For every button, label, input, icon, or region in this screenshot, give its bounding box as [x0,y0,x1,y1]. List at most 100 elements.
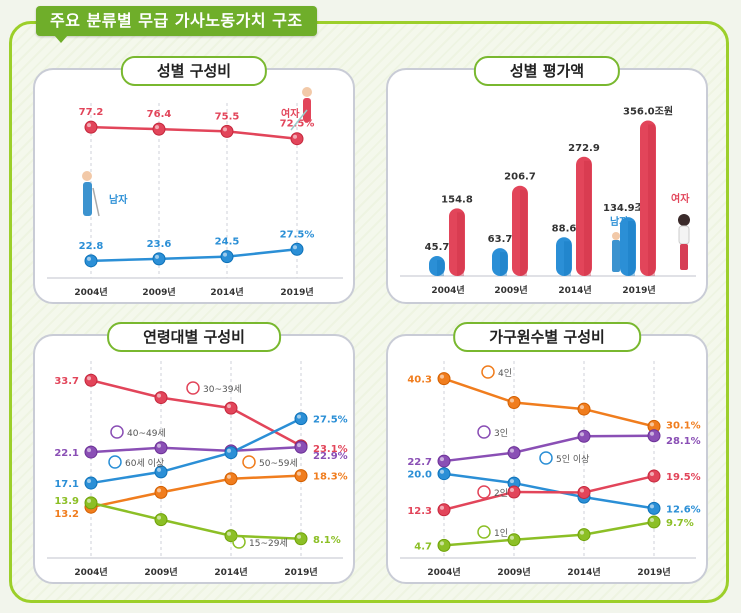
data-point-highlight [227,474,231,479]
data-point-highlight [87,376,91,381]
data-point [507,446,521,460]
woman-body-icon [678,225,690,245]
person-icon [110,425,124,439]
bar [429,256,445,276]
data-label: 27.5% [313,415,348,426]
data-point-highlight [297,414,301,419]
data-point [290,242,304,256]
data-label: 22.7 [407,457,432,468]
data-label: 8.1% [313,535,341,546]
data-label: 9.7% [666,518,694,529]
bar [492,248,508,276]
person-icon [477,425,491,439]
data-point [437,538,451,552]
series-name-label: 2인 [494,488,508,499]
bar-shade [628,221,635,276]
data-point [577,402,591,416]
data-point-highlight [87,479,91,484]
data-point-highlight [157,467,161,472]
data-point [154,485,168,499]
man-body-icon [612,240,620,272]
person-icon [477,485,491,499]
data-label: 20.0 [407,470,432,481]
data-point-highlight [87,256,91,261]
data-label: 77.2 [79,107,104,118]
x-tick-label: 2014년 [558,284,591,296]
gender-value-chart: 2004년 2009년 2014년 2019년45.763.788.6134.9조원1… [400,104,696,296]
data-point-highlight [580,432,584,437]
data-point-highlight [157,443,161,448]
series-name-label: 4인 [498,368,512,379]
x-tick-label: 2004년 [427,566,460,578]
data-point-highlight [650,431,654,436]
data-point [507,396,521,410]
x-tick-label: 2019년 [284,566,317,578]
data-label: 75.5 [215,111,240,122]
data-point [84,476,98,490]
x-tick-label: 2004년 [431,284,464,296]
x-tick-label: 2009년 [144,566,177,578]
data-point-highlight [440,469,444,474]
bar-value-label: 45.7 [425,242,450,253]
bar-shade [457,212,464,276]
series-name-label: 50~59세 [259,458,298,469]
data-label: 24.5 [215,237,240,248]
data-point [84,120,98,134]
data-label: 19.5% [666,472,701,483]
data-point-highlight [650,472,654,477]
data-point-highlight [227,448,231,453]
data-label: 33.7 [54,376,79,387]
bar-shade [520,189,527,276]
data-point [437,454,451,468]
bar [556,237,572,276]
data-point-highlight [580,488,584,493]
data-point [224,472,238,486]
person-icon [108,455,122,469]
data-point [152,122,166,136]
data-point [152,252,166,266]
mop-icon [290,109,308,131]
x-tick-label: 2014년 [214,566,247,578]
data-label: 23.1% [313,444,348,455]
panel-gender-share: 성별 구성비 2004년 2009년 2014년 2019년 77.2 76.4 75.5 7… [33,56,355,304]
data-point [154,391,168,405]
person-icon [242,455,256,469]
data-label: 22.8 [79,241,104,252]
series-name-label: 60세 이상 [125,458,164,469]
data-point-highlight [227,404,231,409]
x-tick-label: 2019년 [280,286,313,298]
person-icon [539,451,553,465]
data-point-highlight [580,405,584,410]
data-label: 23.6 [147,239,172,250]
series-name-female: 여자 [281,107,300,120]
data-label: 30.1% [666,420,701,431]
data-point [507,485,521,499]
series-name-male: 남자 [610,215,629,228]
data-point-highlight [580,530,584,535]
data-label: 22.9% [313,451,348,462]
series-name-male: 남자 [109,193,128,206]
series-name-female: 여자 [671,192,690,205]
data-point-highlight [510,448,514,453]
data-point-highlight [87,123,91,128]
man-cleaning-icon [83,182,92,216]
x-tick-label: 2004년 [74,566,107,578]
bar [576,156,592,276]
woman-head-icon [678,214,690,226]
data-point [577,429,591,443]
series-name-label: 1인 [494,528,508,539]
data-point-highlight [440,505,444,510]
data-point-highlight [650,504,654,509]
data-point-highlight [293,245,297,250]
panel-title: 성별 구성비 [120,56,268,86]
series-name-label: 40~49세 [127,428,166,439]
x-tick-label: 2004년 [74,286,107,298]
main-title: 주요 분류별 무급 가사노동가치 구조 [36,6,317,43]
data-point-highlight [510,479,514,484]
data-label: 17.1 [54,479,79,490]
data-point [294,532,308,546]
bar-value-label: 63.7 [488,234,513,245]
data-point-highlight [157,488,161,493]
data-point [84,496,98,510]
data-point [437,372,451,386]
